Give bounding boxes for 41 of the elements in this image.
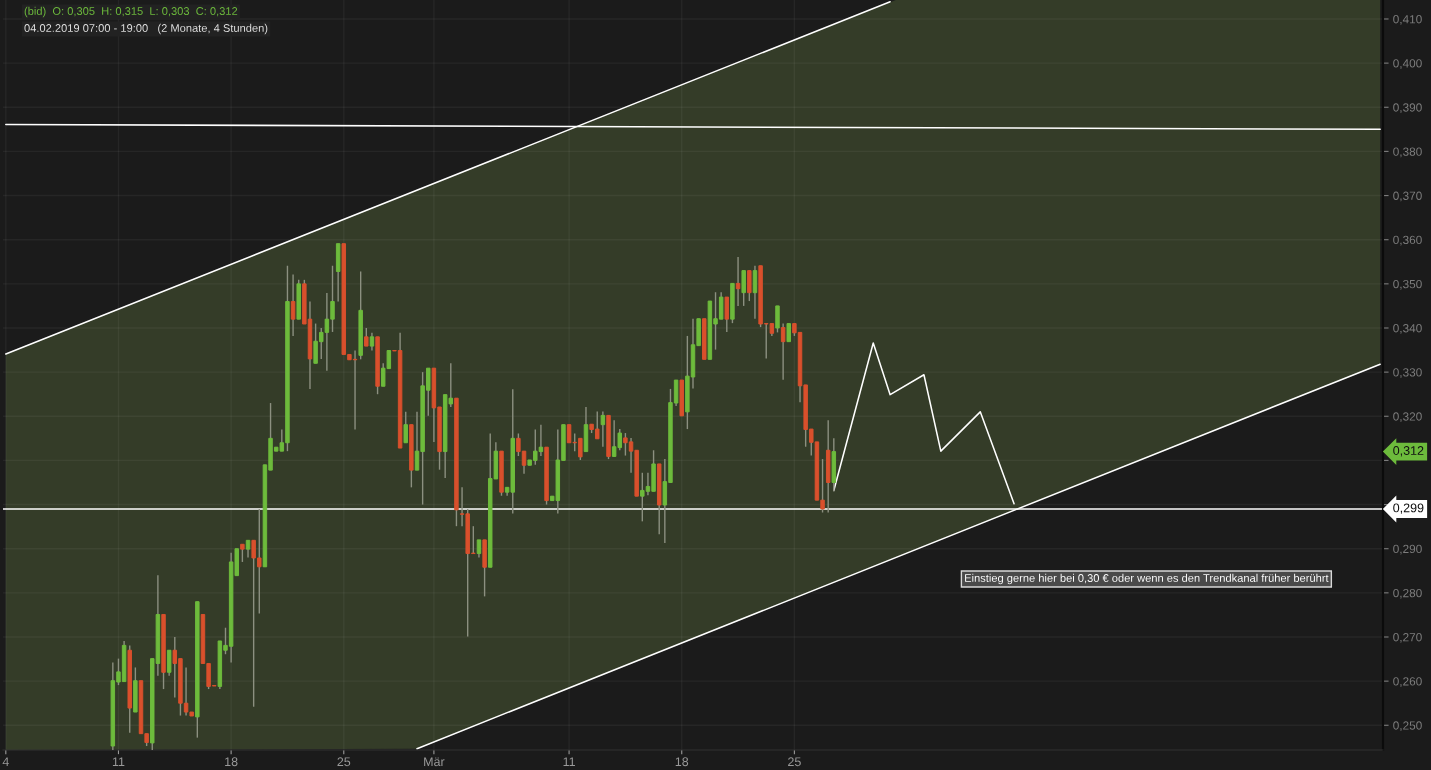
candlestick (775, 305, 780, 334)
y-tick-label: 0,370 (1393, 191, 1422, 202)
ref-line-label: 0,299 (1393, 503, 1424, 514)
candlestick (166, 649, 172, 677)
y-tick-label: 0,390 (1393, 103, 1422, 114)
y-tick-label: 0,290 (1393, 544, 1422, 555)
x-tick-label: 25 (788, 757, 801, 767)
y-tick-label: 0,340 (1393, 324, 1422, 334)
y-tick-label: 0,350 (1393, 279, 1422, 290)
candlestick (724, 296, 730, 333)
x-tick-label: 4 (2, 757, 9, 766)
y-tick-label: 0,410 (1393, 15, 1422, 25)
y-tick-label: 0,360 (1393, 235, 1422, 246)
text: 04.02.2019 07:00 - 19:00 (2 Monate, 4 Stunden) (24, 23, 268, 35)
x-tick-label: 11 (112, 757, 125, 766)
candlestick (741, 269, 746, 307)
candlestick (364, 327, 369, 347)
line-series (833, 342, 1015, 505)
y-tick-label: 0,260 (1393, 677, 1422, 687)
y-tick-label: 0,250 (1393, 721, 1422, 732)
x-tick-label: 11 (563, 757, 575, 766)
text: (bid) O: 0,305 H: 0,315 L: 0,303 C: 0,312 (24, 6, 238, 18)
candlestick (752, 265, 758, 320)
x-tick-label: 25 (337, 757, 351, 767)
y-tick-label: 0,400 (1393, 59, 1422, 69)
candlestick (290, 273, 296, 337)
candlestick (786, 323, 791, 343)
x-tick-label: 18 (225, 757, 238, 767)
candlestick (403, 411, 408, 444)
y-tick-label: 0,280 (1393, 588, 1422, 599)
x-tick-label: 18 (675, 757, 689, 767)
y-tick-label: 0,330 (1393, 368, 1422, 378)
y-tick-label: 0,270 (1393, 633, 1422, 643)
text: 0,312 (1393, 446, 1424, 457)
y-tick-label: 0,320 (1393, 412, 1422, 423)
candlestick (780, 322, 786, 381)
y-tick-label: 0,380 (1393, 147, 1422, 158)
candlestick (747, 269, 752, 302)
x-tick-label: Mär (424, 757, 445, 767)
candlestick (600, 410, 606, 448)
annotation: Einstieg gerne hier bei 0,30 € oder wenn es den Trendkanal früher berührt (965, 573, 1329, 585)
